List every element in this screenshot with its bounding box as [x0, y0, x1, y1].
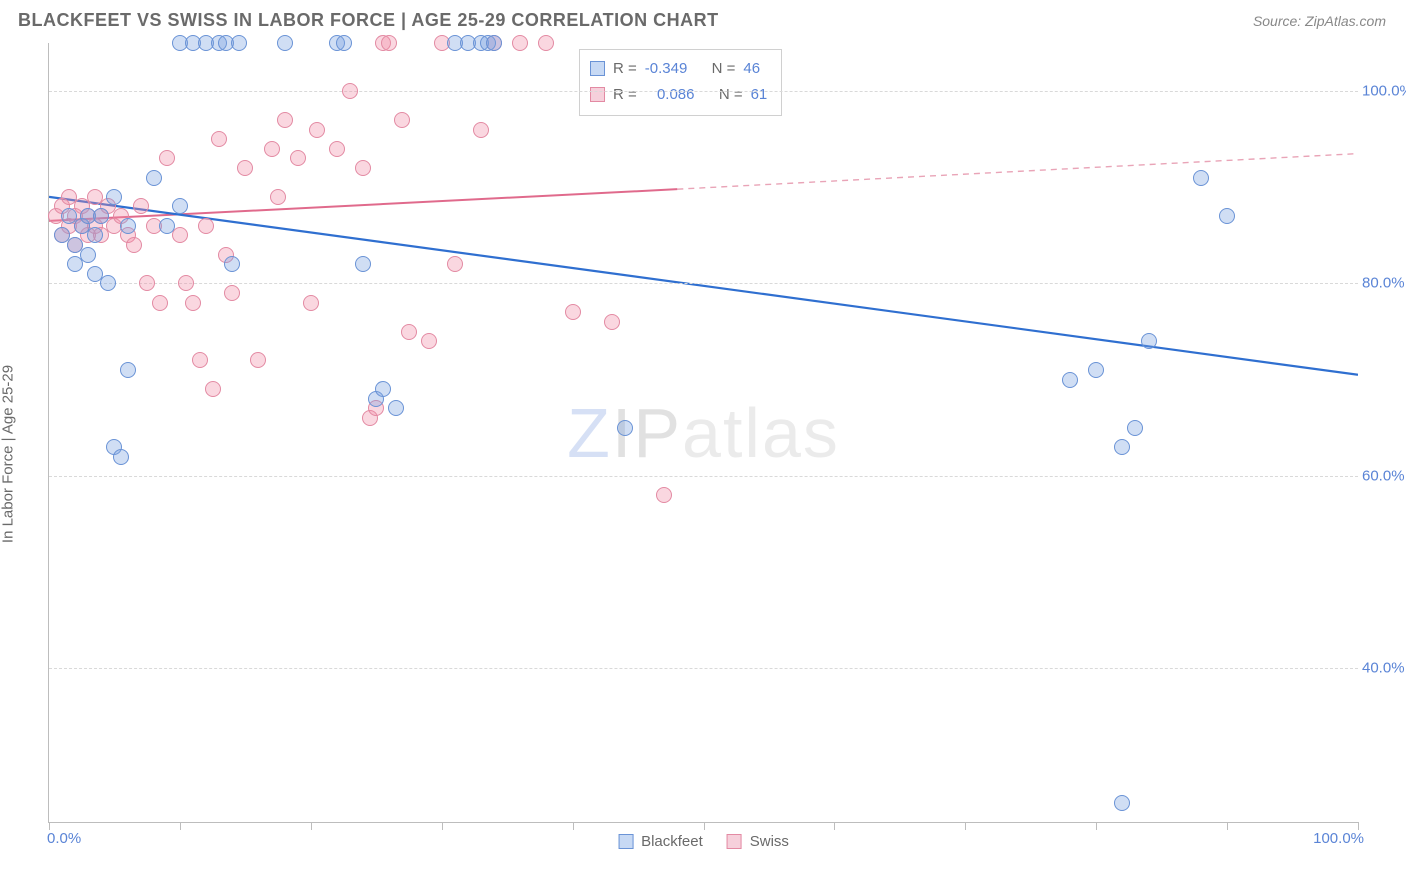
swiss-point [309, 122, 325, 138]
blackfeet-point [1114, 795, 1130, 811]
blackfeet-point [100, 275, 116, 291]
swiss-point [211, 131, 227, 147]
x-axis-max-label: 100.0% [1313, 830, 1364, 847]
blackfeet-point [106, 189, 122, 205]
legend-item-blackfeet: Blackfeet [618, 833, 703, 850]
y-tick-label: 80.0% [1362, 275, 1406, 292]
swiss-point [381, 35, 397, 51]
swiss-point [656, 487, 672, 503]
blackfeet-point [1062, 372, 1078, 388]
blackfeet-point [159, 218, 175, 234]
x-axis-min-label: 0.0% [47, 830, 81, 847]
swiss-point [172, 227, 188, 243]
blackfeet-point [224, 256, 240, 272]
x-tick [1358, 822, 1359, 830]
blackfeet-point [113, 449, 129, 465]
x-tick [1227, 822, 1228, 830]
y-tick-label: 60.0% [1362, 467, 1406, 484]
swiss-point [139, 275, 155, 291]
swiss-swatch-icon [590, 87, 605, 102]
gridline [49, 283, 1358, 284]
blackfeet-point [1141, 333, 1157, 349]
swiss-point [329, 141, 345, 157]
swiss-point [192, 352, 208, 368]
blackfeet-point [1088, 362, 1104, 378]
blackfeet-point [277, 35, 293, 51]
y-tick-label: 100.0% [1362, 83, 1406, 100]
swiss-point [277, 112, 293, 128]
blackfeet-legend-icon [618, 834, 633, 849]
gridline [49, 668, 1358, 669]
swiss-point [126, 237, 142, 253]
swiss-point [303, 295, 319, 311]
swiss-point [237, 160, 253, 176]
swiss-point [538, 35, 554, 51]
gridline [49, 476, 1358, 477]
blackfeet-point [336, 35, 352, 51]
swiss-point [355, 160, 371, 176]
x-tick [834, 822, 835, 830]
x-tick [1096, 822, 1097, 830]
correlation-legend: R = -0.349 N = 46 R = 0.086 N = 61 [579, 49, 782, 116]
swiss-point [264, 141, 280, 157]
blackfeet-point [231, 35, 247, 51]
blackfeet-point [1127, 420, 1143, 436]
swiss-point [250, 352, 266, 368]
swiss-point [159, 150, 175, 166]
swiss-point [473, 122, 489, 138]
gridline [49, 91, 1358, 92]
x-tick [573, 822, 574, 830]
plot-area: ZIPatlas R = -0.349 N = 46 R = 0.086 N =… [48, 43, 1358, 823]
corr-row-blackfeet: R = -0.349 N = 46 [590, 56, 767, 82]
swiss-point [133, 198, 149, 214]
swiss-point [185, 295, 201, 311]
blackfeet-swatch-icon [590, 61, 605, 76]
x-tick [180, 822, 181, 830]
x-tick [442, 822, 443, 830]
swiss-point [270, 189, 286, 205]
swiss-point [394, 112, 410, 128]
x-tick [704, 822, 705, 830]
swiss-point [205, 381, 221, 397]
watermark: ZIPatlas [567, 393, 840, 473]
blackfeet-point [80, 247, 96, 263]
chart-source: Source: ZipAtlas.com [1253, 13, 1386, 29]
blackfeet-point [120, 362, 136, 378]
blackfeet-point [486, 35, 502, 51]
swiss-point [565, 304, 581, 320]
blackfeet-point [1193, 170, 1209, 186]
blackfeet-point [1114, 439, 1130, 455]
swiss-point [604, 314, 620, 330]
swiss-point [290, 150, 306, 166]
swiss-point [178, 275, 194, 291]
swiss-point [342, 83, 358, 99]
blackfeet-point [146, 170, 162, 186]
bottom-legend: Blackfeet Swiss [618, 833, 789, 850]
chart-title: BLACKFEET VS SWISS IN LABOR FORCE | AGE … [18, 10, 719, 31]
legend-item-swiss: Swiss [727, 833, 789, 850]
swiss-point [152, 295, 168, 311]
swiss-point [512, 35, 528, 51]
chart-area: In Labor Force | Age 25-29 ZIPatlas R = … [0, 39, 1406, 869]
blackfeet-point [355, 256, 371, 272]
blackfeet-point [375, 381, 391, 397]
y-tick-label: 40.0% [1362, 660, 1406, 677]
y-axis-label: In Labor Force | Age 25-29 [0, 365, 17, 543]
blackfeet-point [388, 400, 404, 416]
swiss-point [198, 218, 214, 234]
blackfeet-point [120, 218, 136, 234]
swiss-point [421, 333, 437, 349]
x-tick [49, 822, 50, 830]
swiss-point [447, 256, 463, 272]
x-tick [311, 822, 312, 830]
swiss-point [401, 324, 417, 340]
x-tick [965, 822, 966, 830]
blackfeet-point [1219, 208, 1235, 224]
swiss-point [224, 285, 240, 301]
blackfeet-point [172, 198, 188, 214]
corr-row-swiss: R = 0.086 N = 61 [590, 82, 767, 108]
swiss-legend-icon [727, 834, 742, 849]
blackfeet-point [617, 420, 633, 436]
